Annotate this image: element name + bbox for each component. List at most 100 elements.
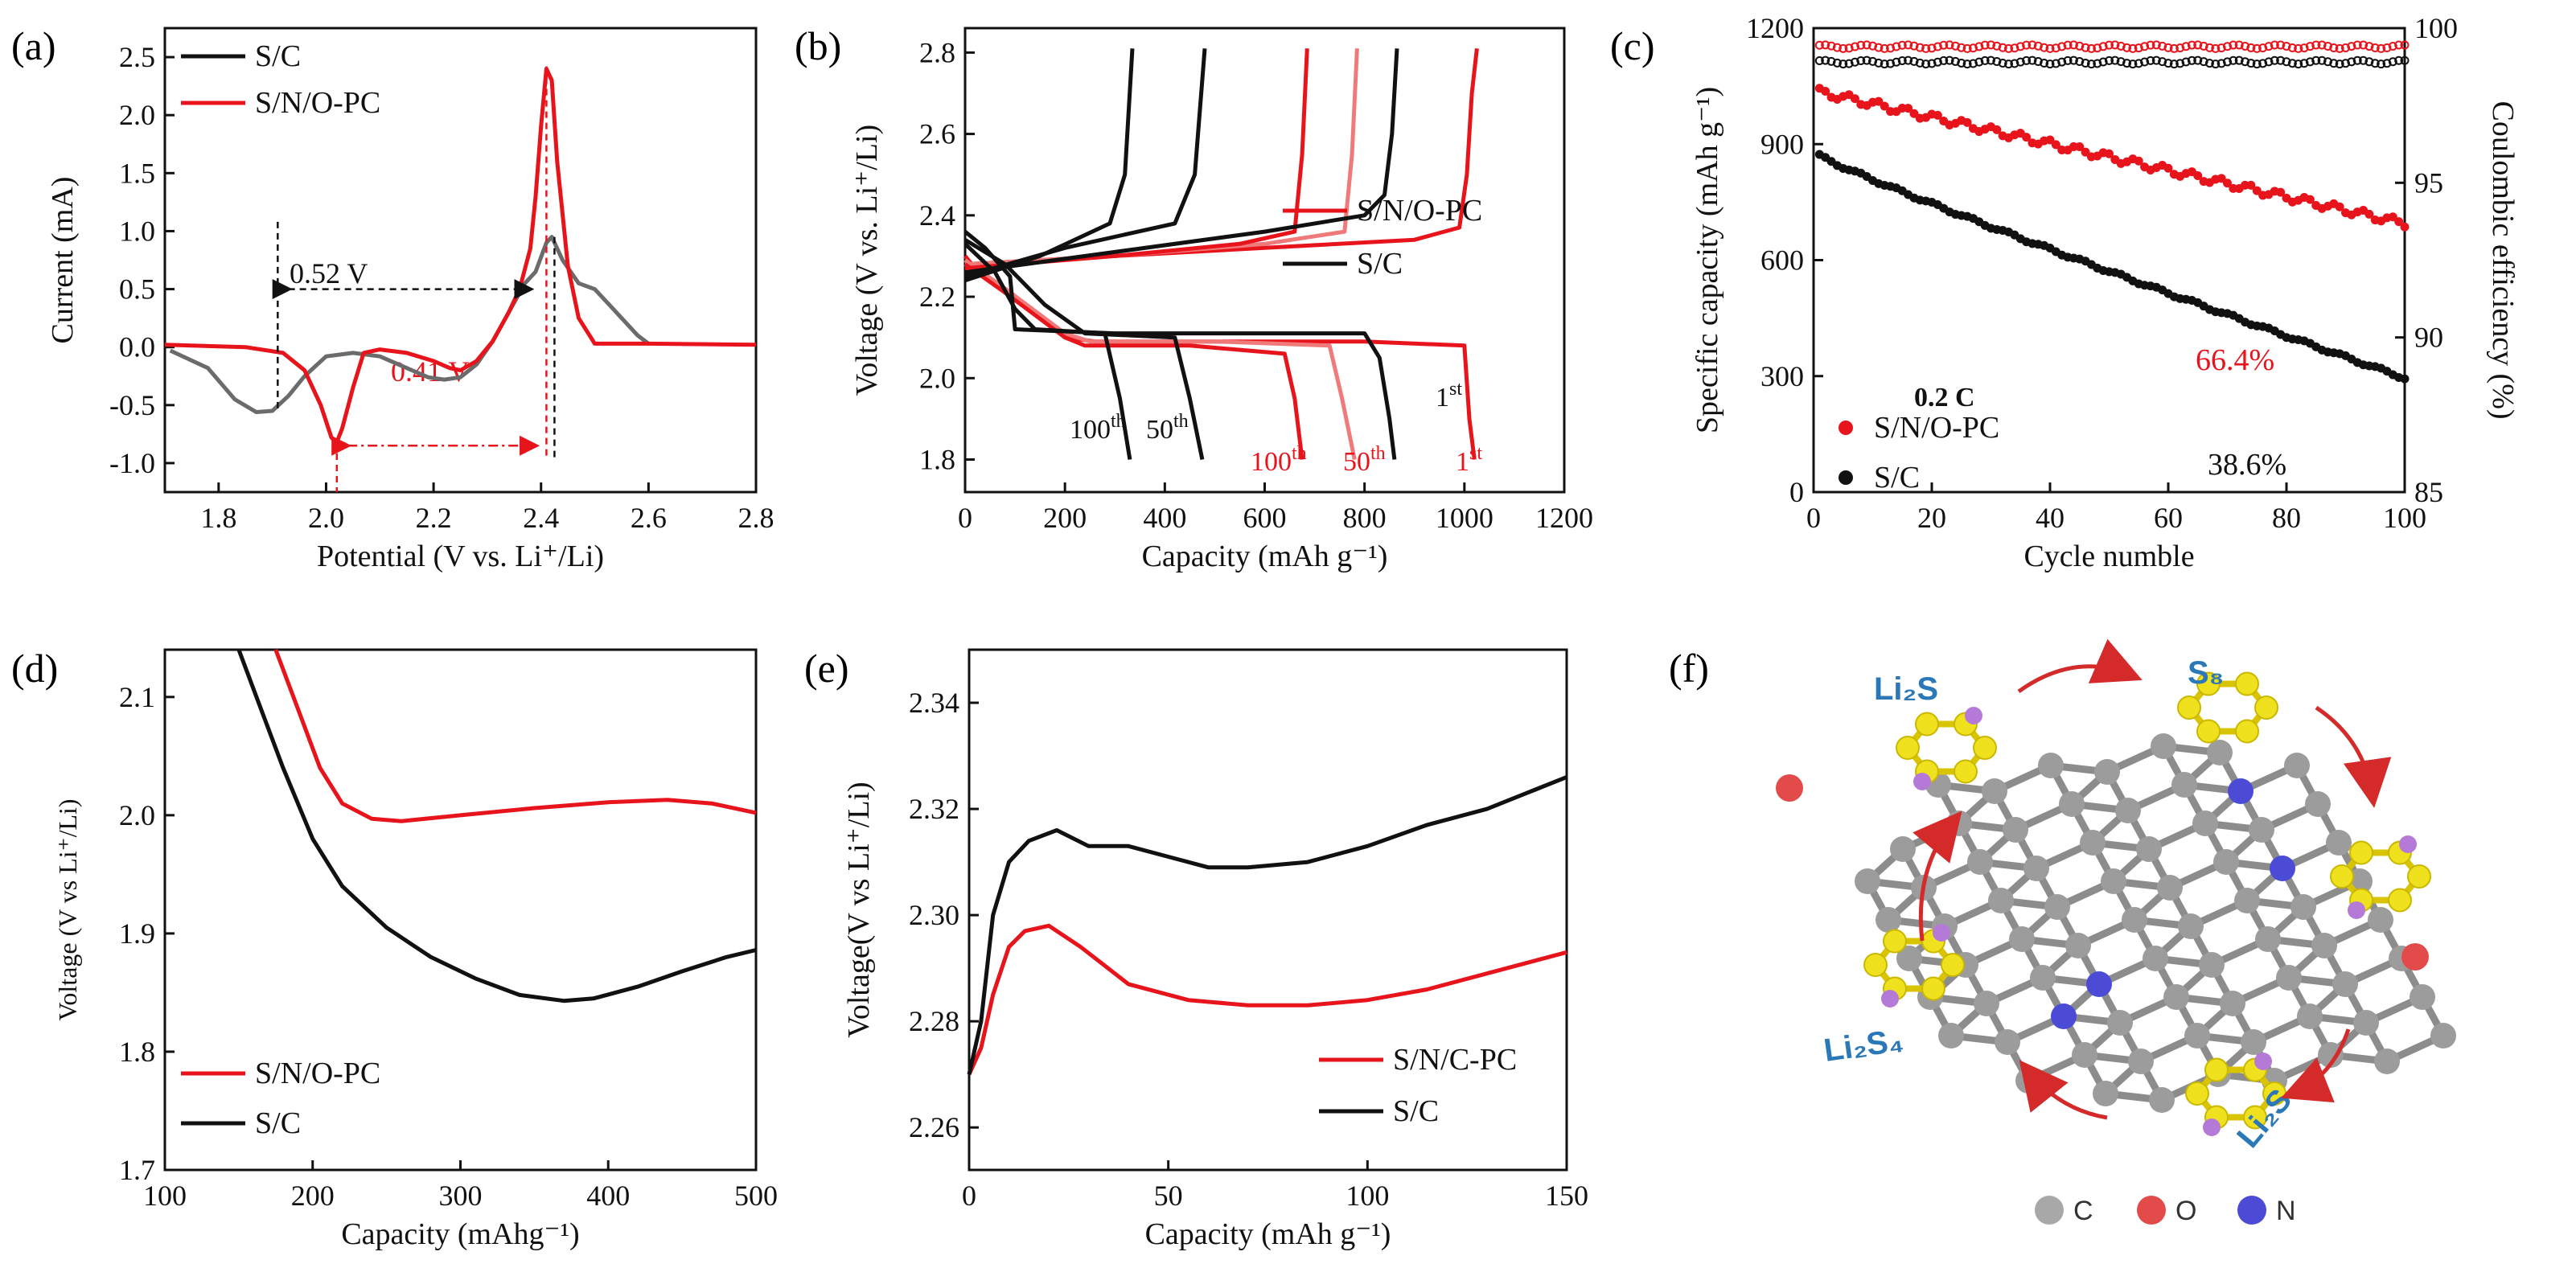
panel-c-ce-point [1897, 55, 1907, 65]
oxygen-atom [2401, 943, 2429, 971]
panel-c-cap-point [1962, 117, 1972, 127]
panel-c-ytick-label: 600 [1760, 244, 1804, 277]
panel-c-ce-point [2063, 55, 2073, 65]
panel-c-cap-point [2364, 209, 2374, 219]
panel-c-cap-point [1992, 125, 2002, 134]
panel-f-molecule: (f) Li₂S S₈ Li₂S₄ Li₂S₆ C O N [1669, 638, 2456, 1226]
panel-d: (d) 100 200 300 400 500 1.7 1.8 1.9 2.0 2.1 Capaci… [11, 646, 778, 1251]
carbon-atom [2128, 1049, 2154, 1074]
panel-c-ce-point [2382, 43, 2392, 53]
sulfur-atom [1921, 976, 1945, 1001]
panel-c-ce-point [2377, 43, 2386, 53]
panel-c-ce-point [2305, 57, 2315, 67]
panel-c-cap-point [1821, 87, 1830, 96]
panel-c-ce-point [1862, 55, 1871, 65]
panel-a: (a) 0.52 V 0.41 V 1.8 2.0 2.2 2.4 2.6 2.8-1.0… [11, 23, 774, 573]
panel-e: (e) 0 50 100 150 2.26 2.28 2.30 2.32 2.34 Capacit… [804, 646, 1588, 1251]
panel-c-ce-point [2199, 41, 2208, 51]
panel-c-ce-point [2086, 43, 2096, 53]
panel-c-ce-point [2051, 59, 2060, 68]
panel-c-ce-point [1933, 42, 1942, 51]
panel-c-ce-point [2352, 55, 2362, 65]
panel-c-annot-664: 66.4% [2196, 343, 2274, 377]
panel-a-label: (a) [11, 23, 56, 68]
panel-c-ce-point [2223, 57, 2232, 67]
panel-b: (b) 0 200 400 600 800 1000 1200 1.8 2.0 2.2 2.4 2.6… [795, 23, 1593, 573]
panel-c-ce-point [1904, 55, 1913, 65]
panel-c-ce-point [2187, 55, 2196, 65]
panel-c-xtick-label: 60 [2154, 502, 2183, 534]
panel-a-annot-052: 0.52 V [290, 257, 368, 289]
panel-c-ce-point [1933, 57, 1942, 67]
panel-c-ce-point [1974, 42, 1984, 51]
panel-c-ce-point [2163, 43, 2173, 52]
arrow-li2s-to-s8 [2017, 638, 2143, 694]
panel-c-label: (c) [1610, 23, 1655, 68]
panel-b-ytick-label: 2.4 [919, 199, 955, 232]
panel-a-xtick-label: 2.4 [523, 502, 559, 534]
panel-a-ylabel: Current (mA) [46, 177, 80, 344]
panel-b-label: (b) [795, 23, 841, 68]
panel-c-cap-point [1909, 109, 1919, 118]
carbon-atom [2326, 830, 2352, 856]
sulfur-atom [2235, 719, 2259, 744]
sulfur-atom [2388, 888, 2412, 913]
panel-c-ce-point [2022, 55, 2032, 65]
panel-a-series-1 [164, 67, 757, 445]
panel-c-ce-point [1998, 43, 2007, 52]
panel-a-ytick-label: -1.0 [109, 447, 155, 479]
panel-c-ce-point [2287, 43, 2297, 52]
panel-c-ce-point [2093, 59, 2102, 68]
lithium-atom [2203, 1118, 2221, 1136]
carbon-atom [2184, 1023, 2210, 1049]
panel-c-ce-point [1897, 40, 1907, 50]
panel-c-cap-point [2022, 133, 2032, 142]
arrow-li2s6-to-li2s4 [2019, 1060, 2108, 1120]
panel-c-ce-point [2252, 60, 2262, 69]
panel-c-ce-point [2015, 57, 2025, 67]
panel-c-ce-point [2098, 42, 2108, 51]
panel-d-xtick-label: 400 [586, 1180, 630, 1212]
panel-c-ce-point [2370, 59, 2380, 68]
panel-c-ce-point [1862, 40, 1871, 50]
panel-c-ce-point [1892, 42, 1901, 51]
panel-d-xlabel: Capacity (mAhg⁻¹) [341, 1217, 579, 1251]
panel-c-ce-point [2282, 57, 2291, 67]
panel-c-ce-point [1939, 40, 1949, 50]
carbon-atom [2305, 791, 2331, 817]
panel-c-ce-point [2211, 43, 2221, 53]
carbon-atom [2220, 991, 2245, 1016]
species-s8: S₈ [2188, 655, 2224, 691]
lithium-atom [1913, 773, 1931, 790]
panel-b-xtick-label: 600 [1243, 502, 1287, 534]
panel-c-cap-point [1933, 110, 1942, 120]
carbon-atom [2149, 1087, 2175, 1113]
panel-c-ce-point [1950, 56, 1960, 66]
panel-c-y2tick-label: 85 [2414, 476, 2443, 508]
graphene-sheet [1776, 671, 2456, 1136]
sulfur-atom [1954, 759, 1978, 784]
panel-d-xtick-label: 300 [439, 1180, 483, 1212]
panel-c-ce-point [2377, 60, 2386, 69]
panel-b-cycle-label-0: 100th [1070, 411, 1126, 445]
panel-c-ce-point [2311, 40, 2321, 50]
panel-a-xtick-label: 2.8 [738, 502, 774, 534]
panel-b-ytick-label: 1.8 [919, 444, 955, 476]
carbon-atom [2234, 888, 2260, 913]
panel-c-ce-point [2004, 60, 2014, 69]
carbon-atom [2080, 830, 2106, 856]
panel-c-ce-point [2311, 55, 2321, 65]
panel-c-ce-point [2004, 43, 2014, 53]
legend-o-text: O [2175, 1196, 2196, 1226]
panel-c-ce-point [1986, 55, 1995, 65]
panel-c-cap-point [2105, 149, 2114, 158]
panel-b-cycle-label-3: 100th [1251, 443, 1307, 477]
panel-d-ytick-label: 2.0 [119, 799, 155, 831]
panel-c-ce-point [2370, 43, 2380, 53]
panel-c-ce-point [1821, 55, 1830, 65]
panel-c-y2tick-label: 100 [2414, 12, 2458, 44]
panel-b-ytick-label: 2.2 [919, 281, 955, 313]
panel-c-ce-point [1844, 59, 1854, 68]
panel-a-ytick-label: 0.5 [119, 273, 155, 306]
panel-d-legend-text-0: S/N/O-PC [255, 1057, 380, 1090]
